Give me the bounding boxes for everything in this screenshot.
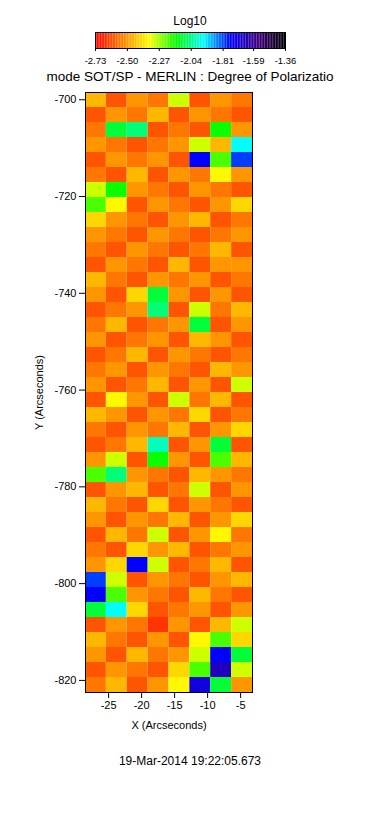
svg-text:Y (Arcseconds): Y (Arcseconds) (33, 355, 45, 430)
svg-text:-1.36: -1.36 (275, 55, 297, 66)
svg-text:-800: -800 (54, 577, 76, 589)
html-text:19-Mar-2014 19:22:05.673: 19-Mar-2014 19:22:05.673 (118, 754, 261, 768)
svg-text:-720: -720 (54, 190, 76, 202)
svg-text:-10: -10 (200, 699, 216, 711)
svg-text:-760: -760 (54, 384, 76, 396)
svg-text:-2.04: -2.04 (180, 55, 202, 66)
svg-text:-740: -740 (54, 287, 76, 299)
svg-text:-15: -15 (167, 699, 183, 711)
svg-text:-2.73: -2.73 (85, 55, 107, 66)
svg-text:-780: -780 (54, 480, 76, 492)
svg-text:-5: -5 (236, 699, 246, 711)
svg-text:-1.81: -1.81 (212, 55, 234, 66)
svg-text:X (Arcseconds): X (Arcseconds) (131, 719, 206, 731)
html-text:Log10: Log10 (173, 14, 207, 28)
svg-text:-25: -25 (101, 699, 117, 711)
svg-text:-2.27: -2.27 (148, 55, 170, 66)
html-text:mode SOT/SP - MERLIN : Degree: mode SOT/SP - MERLIN : Degree of Polariz… (46, 69, 334, 84)
svg-text:-1.59: -1.59 (243, 55, 265, 66)
svg-text:-2.50: -2.50 (117, 55, 139, 66)
svg-text:-20: -20 (134, 699, 150, 711)
svg-text:-700: -700 (54, 93, 76, 105)
svg-text:-820: -820 (54, 674, 76, 686)
